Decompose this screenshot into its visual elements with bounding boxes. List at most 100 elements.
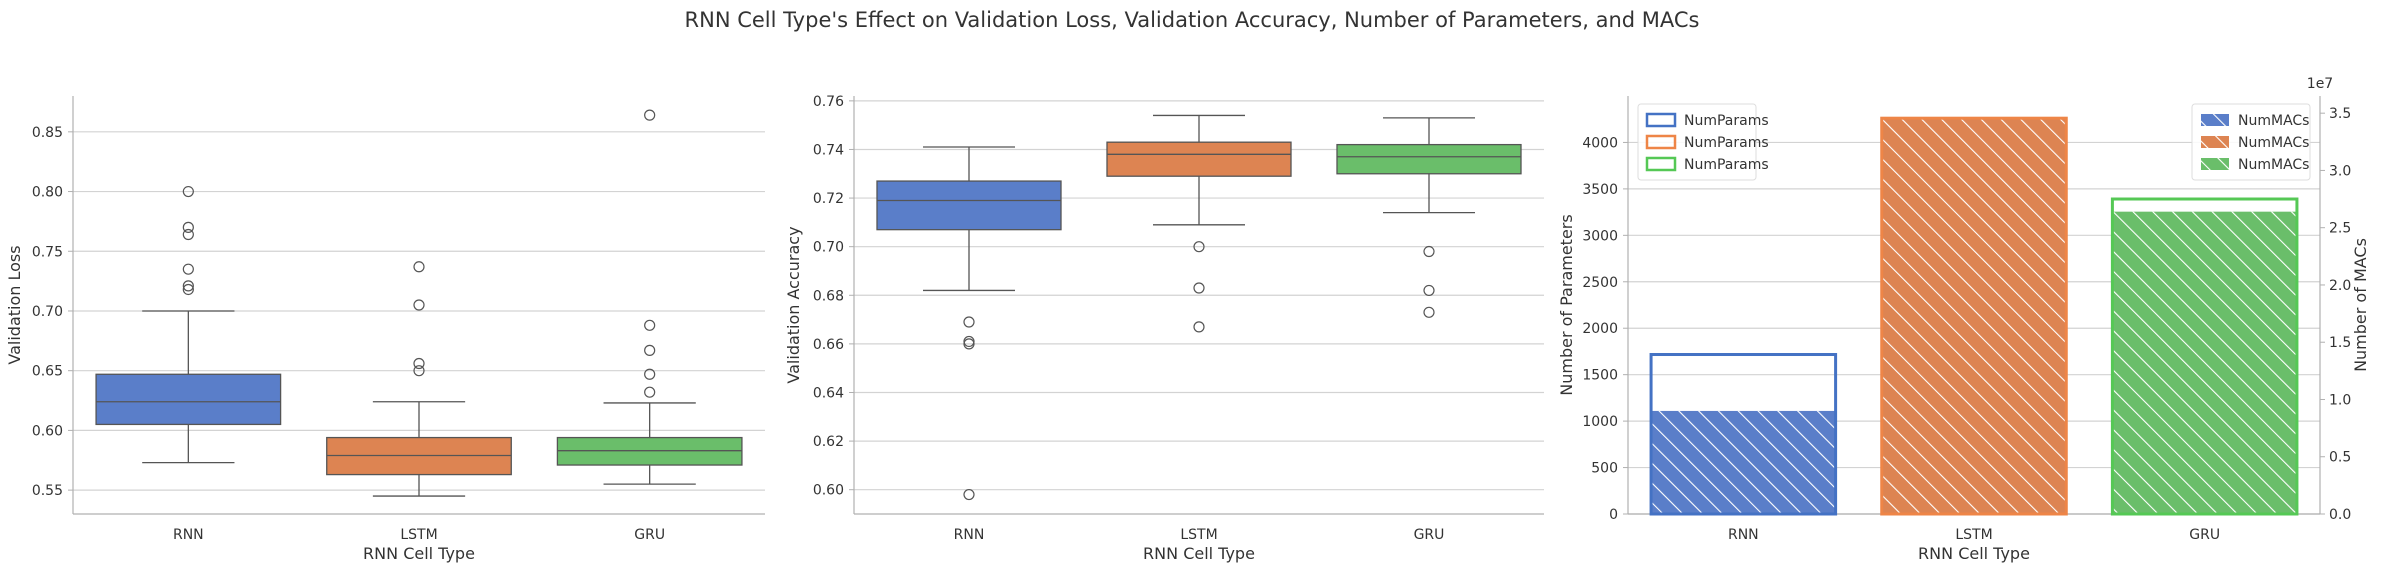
bar-group-rnn: [1649, 353, 1838, 516]
outlier-point: [1193, 321, 1205, 333]
outlier-point: [1423, 306, 1435, 318]
legend-swatch: [1645, 112, 1677, 128]
y2-tick-label: 0.5: [2329, 450, 2351, 466]
x-axis-label: RNN Cell Type: [1918, 544, 2030, 563]
macs-bar-hatch: [1881, 118, 2067, 514]
outlier-point: [182, 228, 194, 241]
outlier-point: [644, 109, 656, 121]
legend-label: NumMACs: [2238, 113, 2309, 129]
x-tick-label-lstm: LSTM: [400, 527, 437, 543]
y-tick-label: 0.64: [813, 385, 844, 401]
x-tick-label-gru: GRU: [634, 527, 665, 543]
x-tick-label-rnn: RNN: [173, 527, 204, 543]
outlier-point: [413, 365, 425, 377]
legend-swatch-hatch: [2201, 136, 2229, 148]
outlier-point: [413, 299, 425, 311]
y-tick-label: 0.55: [32, 483, 63, 499]
y-tick-label: 0.68: [813, 288, 844, 304]
params-macs-barchart: 0 500 1000 1500 2000 2500 3000 3500 4000 RNN LSTM G…: [1557, 76, 2370, 563]
outlier-point: [1423, 284, 1435, 297]
x-tick-label-rnn: RNN: [954, 527, 985, 543]
x-tick-label-rnn: RNN: [1728, 527, 1759, 543]
legend-swatch: [1645, 134, 1677, 150]
legend-label: NumMACs: [2238, 135, 2309, 151]
y-tick-label: 0.66: [813, 337, 844, 353]
y-tick-label: 0.85: [32, 125, 63, 141]
y-tick-label: 4000: [1582, 135, 1618, 151]
x-tick-label-lstm: LSTM: [1180, 527, 1217, 543]
outlier-point: [644, 386, 656, 398]
legend-label: NumParams: [1684, 135, 1769, 151]
y2-tick-label: 2.0: [2329, 278, 2351, 294]
validation-loss-boxplot: 0.55 0.60 0.65 0.70 0.75 0.80 0.85 RNN LSTM GRU RN…: [5, 96, 765, 563]
outlier-point: [182, 185, 194, 198]
y-tick-label: 0.74: [813, 142, 844, 158]
outlier-point: [963, 338, 975, 350]
legend-swatch-hatch: [2201, 158, 2229, 170]
iqr-box: [1106, 141, 1292, 177]
legend-nummacs: NumMACs NumMACs NumMACs: [2191, 103, 2311, 181]
y2-tick-label: 1.5: [2329, 335, 2351, 351]
y-tick-label: 0.70: [813, 240, 844, 256]
y-tick-label: 3000: [1582, 228, 1618, 244]
legend-label: NumMACs: [2238, 157, 2309, 173]
box-rnn: [876, 146, 1062, 501]
outlier-point: [182, 263, 194, 275]
y-tick-label: 0.70: [32, 304, 63, 320]
outlier-point: [182, 280, 194, 292]
box-gru: [1336, 117, 1522, 318]
y2-tick-label: 2.5: [2329, 221, 2351, 237]
outlier-point: [644, 368, 656, 380]
box-lstm: [326, 261, 512, 497]
box-rnn: [95, 185, 282, 464]
y-axis-label: Number of Parameters: [1557, 214, 1576, 395]
outlier-point: [963, 488, 975, 501]
iqr-box: [95, 373, 282, 426]
box-lstm: [1106, 114, 1292, 333]
outlier-point: [182, 221, 194, 233]
outlier-point: [1193, 282, 1205, 294]
iqr-box: [876, 180, 1062, 231]
y-tick-label: 0.65: [32, 364, 63, 380]
params-bar-outline: [1880, 116, 2068, 516]
outlier-point: [182, 283, 194, 296]
y-tick-label: 0.60: [32, 423, 63, 439]
y2-tick-label: 3.5: [2329, 106, 2351, 122]
x-tick-label-gru: GRU: [2189, 527, 2220, 543]
outlier-point: [1423, 245, 1435, 258]
legend-swatch: [1645, 156, 1677, 172]
y-tick-label: 0.72: [813, 191, 844, 207]
outlier-point: [644, 319, 656, 331]
bar-group-gru: [2110, 197, 2299, 516]
y-tick-label: 1000: [1582, 414, 1618, 430]
y-tick-label: 3500: [1582, 182, 1618, 198]
y-axis-label: Validation Accuracy: [784, 226, 803, 383]
y-tick-label: 2000: [1582, 321, 1618, 337]
x-axis-label: RNN Cell Type: [1143, 544, 1255, 563]
macs-bar-hatch: [2112, 211, 2297, 514]
macs-bar-hatch: [1651, 410, 1836, 514]
outlier-point: [1193, 241, 1205, 253]
y-tick-label: 0.60: [813, 483, 844, 499]
y-axis-label: Validation Loss: [5, 245, 24, 364]
legend-numparams: NumParams NumParams NumParams: [1637, 103, 1769, 181]
outlier-point: [413, 357, 425, 370]
params-bar-outline: [1649, 353, 1838, 516]
outlier-point: [963, 316, 975, 328]
y-tick-label: 0.75: [32, 244, 63, 260]
legend-frame: [1637, 103, 1757, 181]
legend-label: NumParams: [1684, 157, 1769, 173]
y-tick-label: 0: [1609, 507, 1618, 523]
figure-title: RNN Cell Type's Effect on Validation Los…: [685, 8, 1700, 32]
y-tick-label: 0.80: [32, 185, 63, 201]
legend-label: NumParams: [1684, 113, 1769, 129]
outlier-point: [644, 344, 656, 356]
x-tick-label-lstm: LSTM: [1955, 527, 1992, 543]
bar-group-lstm: [1880, 116, 2068, 516]
validation-accuracy-boxplot: 0.60 0.62 0.64 0.66 0.68 0.70 0.72 0.74 0.76 RNN L…: [784, 94, 1544, 563]
outlier-point: [963, 335, 975, 348]
iqr-box: [1336, 143, 1522, 175]
y2-tick-label: 0.0: [2329, 507, 2351, 523]
box-gru: [556, 109, 743, 485]
